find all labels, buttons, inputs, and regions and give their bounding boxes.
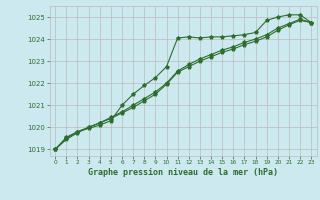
X-axis label: Graphe pression niveau de la mer (hPa): Graphe pression niveau de la mer (hPa) [88, 168, 278, 177]
